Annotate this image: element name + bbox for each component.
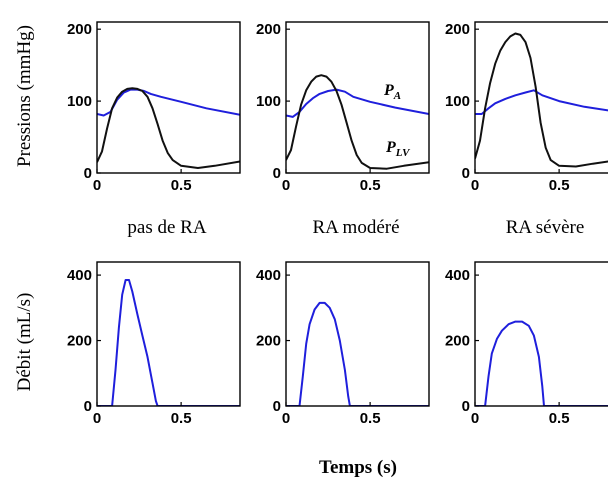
x-tick-label: 0.5	[549, 177, 570, 194]
y-tick-label: 100	[256, 93, 281, 110]
axes-frame-pressure-3	[474, 21, 608, 174]
series-label-pa: PA	[383, 82, 401, 102]
x-tick-label: 0	[93, 410, 101, 427]
y-tick-label: 0	[84, 398, 92, 415]
y-tick-label: 200	[445, 21, 470, 38]
pressure-ylabel: Pressions (mmHg)	[14, 25, 35, 167]
axes-frame-pressure-2	[285, 21, 430, 174]
y-tick-label: 400	[445, 267, 470, 284]
y-tick-label: 100	[67, 93, 92, 110]
panel-title-1: pas de RA	[127, 217, 206, 238]
series-line-pa-1	[97, 88, 240, 117]
x-tick-label: 0	[471, 410, 479, 427]
y-tick-label: 0	[462, 165, 470, 182]
x-tick-label: 0	[282, 410, 290, 427]
y-tick-label: 400	[256, 267, 281, 284]
axes-frame-flow-2	[285, 261, 430, 407]
y-tick-label: 200	[67, 21, 92, 38]
y-tick-label: 200	[256, 21, 281, 38]
y-tick-label: 0	[84, 165, 92, 182]
series-line-plv-1	[97, 87, 240, 169]
series-line-flow-2	[286, 301, 429, 406]
axes-frame-flow-1	[96, 261, 241, 407]
series-line-pa-2	[286, 88, 429, 118]
axes-frame-flow-3	[474, 261, 608, 407]
series-label-plv-main: P	[385, 139, 396, 156]
y-tick-label: 200	[445, 333, 470, 350]
x-tick-label: 0	[93, 177, 101, 194]
x-tick-label: 0.5	[360, 410, 381, 427]
axes-frame-pressure-1	[96, 21, 241, 174]
series-line-pa-3	[475, 89, 608, 115]
flow-ylabel: Débit (mL/s)	[14, 293, 35, 392]
series-line-plv-3	[475, 32, 608, 168]
series-line-plv-2	[286, 74, 429, 170]
y-tick-label: 100	[445, 93, 470, 110]
panel-title-3: RA sévère	[506, 217, 585, 238]
y-tick-label: 400	[67, 267, 92, 284]
series-label-pa-sub: A	[393, 90, 401, 102]
x-tick-label: 0.5	[360, 177, 381, 194]
x-tick-label: 0	[282, 177, 290, 194]
y-tick-label: 0	[462, 398, 470, 415]
panel-title-2: RA modéré	[312, 217, 399, 238]
x-tick-label: 0.5	[171, 410, 192, 427]
plots-group: 0 0.5 0 100 200 0 0.5 0 100 200 0 0.5 0 100 200 0 0.5 0 20…	[67, 21, 608, 427]
x-tick-label: 0.5	[171, 177, 192, 194]
series-label-plv: PLV	[385, 139, 411, 159]
y-tick-label: 0	[273, 165, 281, 182]
series-line-flow-1	[97, 279, 240, 406]
x-tick-label: 0	[471, 177, 479, 194]
series-label-plv-sub: LV	[395, 147, 411, 159]
y-tick-label: 200	[67, 333, 92, 350]
series-label-pa-main: P	[383, 82, 394, 99]
y-tick-label: 0	[273, 398, 281, 415]
x-axis-label: Temps (s)	[319, 457, 397, 478]
y-tick-label: 200	[256, 333, 281, 350]
x-tick-label: 0.5	[549, 410, 570, 427]
series-line-flow-3	[475, 320, 608, 406]
